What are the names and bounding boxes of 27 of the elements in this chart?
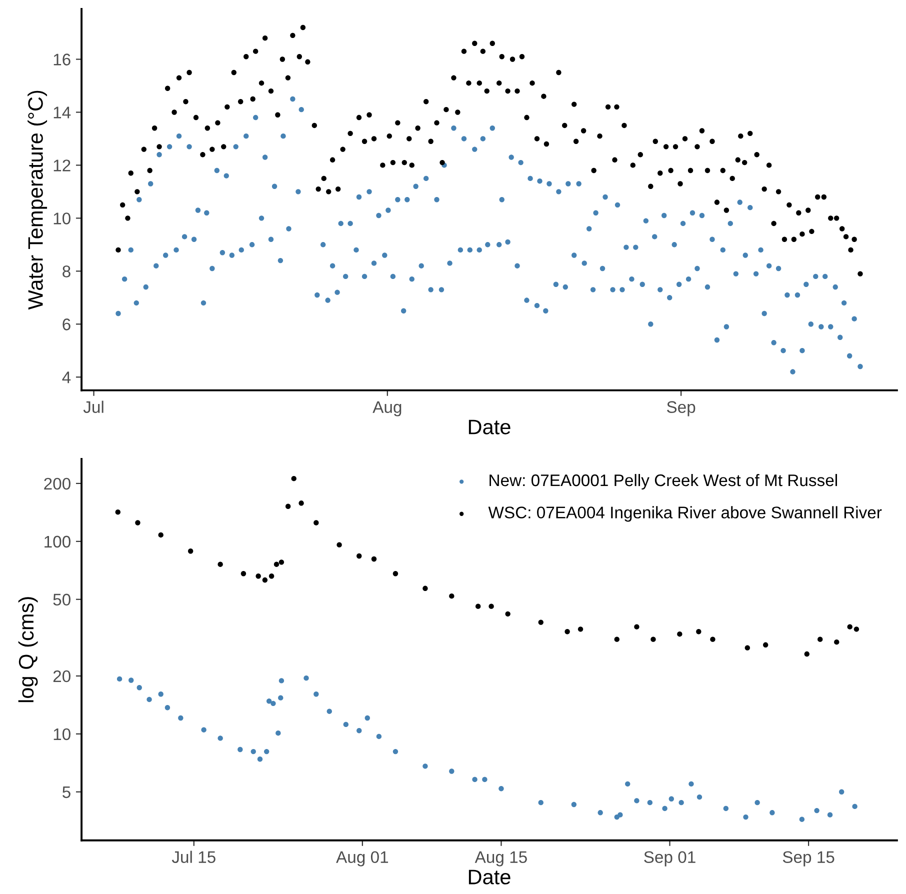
y-tick-label: 6 xyxy=(62,318,70,330)
y-tick-label: 50 xyxy=(53,594,70,606)
x-tick-label: Sep 01 xyxy=(644,851,696,866)
x-tick-label: Jul xyxy=(83,400,104,413)
x-tick-label: Sep xyxy=(666,401,696,416)
y-axis-title: Water Temperature (°C) xyxy=(28,90,48,310)
x-tick-label: Jul 15 xyxy=(172,850,216,864)
x-tick-label: Aug 01 xyxy=(336,851,388,866)
y-tick-label: 16 xyxy=(54,54,70,66)
y-tick-label: 8 xyxy=(62,266,70,278)
y-tick-label: 200 xyxy=(44,478,70,490)
x-axis-title: Date xyxy=(468,870,510,884)
y-tick-label: 100 xyxy=(44,536,70,548)
x-tick-label: Aug 15 xyxy=(474,851,527,866)
x-axis-title: Date xyxy=(468,420,510,434)
y-tick-label: 10 xyxy=(54,212,70,224)
y-tick-label: 5 xyxy=(62,786,70,798)
y-tick-label: 12 xyxy=(54,160,70,172)
x-tick-label: Aug xyxy=(372,401,402,416)
y-tick-label: 14 xyxy=(54,106,71,118)
y-tick-label: 10 xyxy=(54,728,70,740)
x-tick-label: Sep 15 xyxy=(782,851,834,866)
y-axis-title: log Q (cms) xyxy=(18,597,38,702)
y-tick-label: 20 xyxy=(53,670,70,682)
legend-label: WSC: 07EA004 Ingenika River above Swannell River xyxy=(488,506,882,522)
legend-label: New: 07EA0001 Pelly Creek West of Mt Russel xyxy=(490,474,837,490)
y-tick-label: 4 xyxy=(62,372,71,384)
